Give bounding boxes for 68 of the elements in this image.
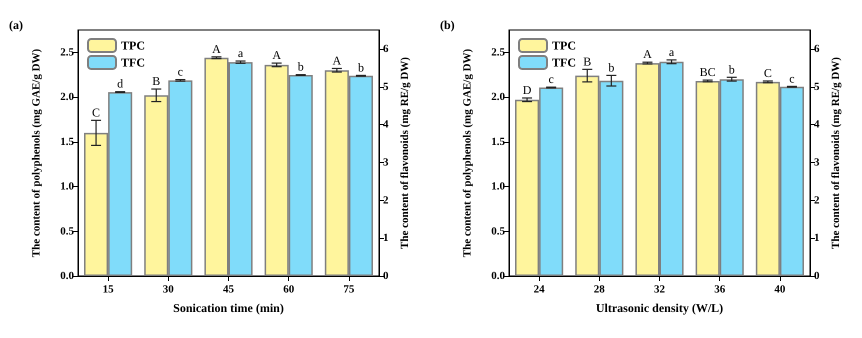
x-axis-title: Sonication time (min) bbox=[173, 301, 284, 315]
data-label: C bbox=[764, 66, 772, 80]
y-tick-label: 0.5 bbox=[491, 225, 506, 238]
y2-tick-label: 6 bbox=[814, 42, 820, 55]
legend-label: TPC bbox=[552, 38, 576, 52]
y2-tick-label: 1 bbox=[383, 232, 388, 244]
legend-label: TPC bbox=[121, 38, 145, 52]
y-tick-label: 2.5 bbox=[491, 46, 506, 58]
y-tick-label: 2.0 bbox=[491, 91, 506, 104]
y2-tick-label: 6 bbox=[383, 42, 389, 55]
y2-tick-label: 3 bbox=[383, 156, 389, 168]
data-label: b bbox=[358, 60, 364, 74]
data-label: d bbox=[117, 76, 124, 91]
chart-title: (b) bbox=[440, 18, 455, 32]
x-tick-label: 30 bbox=[162, 284, 174, 296]
x-tick-label: 15 bbox=[102, 284, 114, 296]
x-tick-label: 40 bbox=[774, 284, 786, 296]
data-label: A bbox=[272, 48, 282, 62]
y-axis-title: The content of polyphenols (mg GAE/g DW) bbox=[30, 48, 42, 258]
x-tick-label: 32 bbox=[654, 284, 666, 296]
data-label: B bbox=[152, 74, 160, 88]
y2-axis-title: The content of flavonoids (mg RE/g DW) bbox=[830, 56, 842, 249]
data-label: c bbox=[548, 72, 554, 86]
y-tick-label: 1.0 bbox=[491, 180, 506, 193]
y2-tick-label: 2 bbox=[814, 194, 820, 206]
y-tick-label: 1.5 bbox=[60, 136, 74, 148]
data-label: A bbox=[212, 42, 222, 56]
x-axis-title: Ultrasonic density (W/L) bbox=[596, 301, 724, 315]
data-label: b bbox=[728, 62, 735, 76]
data-label: B bbox=[583, 54, 592, 68]
data-label: BC bbox=[700, 65, 716, 80]
x-tick-label: 24 bbox=[534, 284, 546, 296]
legend-label: TFC bbox=[121, 56, 145, 70]
x-tick-label: 75 bbox=[343, 284, 355, 296]
y2-tick-label: 2 bbox=[383, 194, 389, 206]
y2-tick-label: 4 bbox=[814, 118, 820, 131]
y2-tick-label: 4 bbox=[383, 118, 389, 131]
x-tick-label: 60 bbox=[283, 284, 295, 296]
data-label: b bbox=[298, 60, 304, 74]
y2-axis-title: The content of flavonoids (mg RE/g DW) bbox=[398, 56, 411, 249]
data-label: D bbox=[522, 82, 532, 97]
data-label: b bbox=[608, 60, 614, 74]
y-tick-label: 2.5 bbox=[60, 46, 74, 58]
y2-tick-label: 3 bbox=[814, 156, 820, 168]
data-label: A bbox=[332, 53, 342, 68]
x-tick-label: 28 bbox=[594, 284, 606, 296]
data-label: c bbox=[178, 64, 184, 79]
data-label: c bbox=[789, 71, 795, 86]
data-label: a bbox=[238, 46, 244, 60]
y2-tick-label: 5 bbox=[383, 80, 389, 93]
data-label: C bbox=[92, 105, 100, 120]
y-tick-label: 0.0 bbox=[60, 270, 74, 282]
y-tick-label: 1.5 bbox=[491, 136, 506, 148]
y-axis-title: The content of polyphenols (mg GAE/g DW) bbox=[462, 48, 474, 258]
x-tick-label: 45 bbox=[223, 284, 234, 296]
y2-tick-label: 5 bbox=[814, 80, 820, 93]
y-tick-label: 1.0 bbox=[60, 180, 74, 193]
data-label: a bbox=[668, 44, 675, 59]
x-tick-label: 36 bbox=[714, 284, 726, 296]
y-tick-label: 0.0 bbox=[491, 270, 506, 282]
y2-tick-label: 0 bbox=[383, 270, 389, 282]
legend-label: TFC bbox=[552, 56, 576, 70]
data-label: A bbox=[643, 47, 652, 62]
y-tick-label: 2.0 bbox=[60, 91, 74, 104]
chart-title: (a) bbox=[9, 18, 23, 32]
y2-tick-label: 1 bbox=[814, 232, 820, 244]
y2-tick-label: 0 bbox=[814, 270, 820, 282]
y-tick-label: 0.5 bbox=[60, 225, 74, 238]
